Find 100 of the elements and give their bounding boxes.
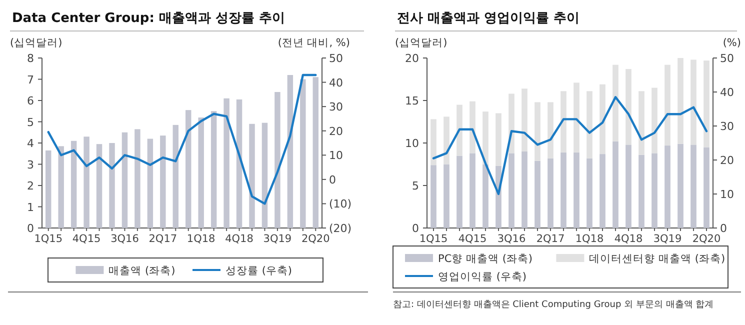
bar bbox=[534, 102, 540, 161]
y-tick-label: 4 bbox=[27, 137, 34, 150]
bar bbox=[678, 144, 684, 228]
x-tick-label: 4Q15 bbox=[458, 233, 487, 245]
bar bbox=[496, 113, 502, 166]
y2-tick-label: 30 bbox=[329, 100, 343, 114]
bar bbox=[210, 111, 217, 228]
y2-axis-title: (%) bbox=[722, 37, 741, 49]
bar bbox=[456, 156, 462, 228]
bar bbox=[548, 158, 554, 228]
bar bbox=[134, 129, 140, 228]
bar bbox=[508, 153, 514, 228]
y-tick-label: 2 bbox=[27, 180, 34, 192]
line-series bbox=[432, 96, 708, 196]
bar bbox=[482, 164, 488, 228]
bar bbox=[430, 165, 436, 228]
y2-tick-label: 10 bbox=[720, 188, 734, 201]
y-axis-title: (십억달러) bbox=[10, 37, 62, 49]
x-tick-label: 2Q17 bbox=[536, 233, 565, 245]
bar bbox=[236, 99, 242, 228]
y-tick-label: 20 bbox=[405, 52, 419, 65]
x-tick-label: 4Q18 bbox=[614, 233, 643, 245]
bar bbox=[586, 91, 592, 158]
bar bbox=[312, 77, 318, 228]
bar bbox=[482, 112, 488, 164]
bar bbox=[690, 144, 696, 228]
bar bbox=[444, 116, 450, 164]
y2-tick-label: 20 bbox=[720, 154, 734, 167]
bar bbox=[638, 154, 644, 228]
x-tick-label: 1Q15 bbox=[34, 233, 63, 245]
y2-tick-label: 10 bbox=[329, 149, 343, 162]
bar bbox=[626, 69, 632, 145]
bar bbox=[612, 141, 618, 228]
y-tick-label: 3 bbox=[27, 158, 34, 172]
line-series bbox=[47, 74, 317, 205]
bar bbox=[160, 136, 166, 228]
y2-tick-label: 20 bbox=[329, 124, 343, 138]
legend-label: 데이터센터향 매출액 (좌축) bbox=[589, 253, 726, 265]
bar bbox=[638, 91, 644, 155]
bar bbox=[456, 104, 462, 156]
text: 참고: 데이터센터향 매출액은 Client Computing Group 외 부문의 매출액 합계 bbox=[393, 300, 714, 310]
bar bbox=[444, 164, 450, 228]
bar bbox=[574, 82, 580, 152]
bar bbox=[70, 140, 77, 228]
bar bbox=[548, 102, 554, 158]
x-tick-label: 2Q17 bbox=[148, 233, 178, 245]
bar bbox=[300, 79, 306, 228]
y2-tick-label: (10) bbox=[329, 198, 352, 211]
y2-axis-title: (전년 대비, %) bbox=[278, 37, 350, 49]
bar bbox=[287, 75, 294, 228]
bar bbox=[678, 58, 684, 144]
bar bbox=[470, 101, 476, 154]
y2-tick-label: 50 bbox=[720, 52, 734, 65]
bar bbox=[534, 160, 540, 228]
bar bbox=[626, 144, 632, 228]
y-tick-label: 5 bbox=[412, 180, 419, 192]
x-tick-label: 3Q16 bbox=[110, 233, 140, 245]
bar bbox=[600, 84, 606, 154]
y2-tick-label: 50 bbox=[329, 52, 343, 65]
bar bbox=[249, 124, 255, 228]
x-tick-label: 3Q19 bbox=[653, 233, 682, 245]
y-tick-label: 0 bbox=[27, 222, 34, 235]
y2-tick-label: 0 bbox=[329, 173, 336, 186]
legend-label: 영업이익률 (우축) bbox=[438, 271, 527, 283]
chart-title: Data Center Group: 매출액과 성장률 추이 bbox=[12, 11, 286, 26]
y-tick-label: 5 bbox=[27, 116, 34, 129]
x-tick-label: 1Q15 bbox=[419, 233, 448, 245]
y-tick-label: 1 bbox=[27, 200, 34, 214]
bar bbox=[586, 158, 592, 228]
x-tick-label: 3Q19 bbox=[263, 233, 292, 245]
y-tick-label: 6 bbox=[27, 94, 34, 108]
legend-label: 성장률 (우축) bbox=[226, 265, 292, 277]
x-tick-label: 2Q20 bbox=[301, 233, 330, 245]
bar bbox=[109, 143, 115, 228]
bar bbox=[652, 153, 658, 228]
y-axis-title: (십억달러) bbox=[395, 37, 448, 49]
x-tick-label: 2Q20 bbox=[692, 233, 721, 245]
x-tick-label: 1Q18 bbox=[186, 233, 216, 245]
y2-tick-label: 40 bbox=[329, 76, 343, 90]
chart-title: 전사 매출액과 영업이익률 추이 bbox=[397, 11, 580, 26]
bar bbox=[470, 153, 476, 228]
bar bbox=[84, 136, 90, 228]
y2-tick-label: 0 bbox=[720, 222, 727, 235]
bar bbox=[224, 98, 230, 228]
bar bbox=[652, 88, 658, 154]
y-tick-label: 10 bbox=[405, 137, 419, 150]
bar bbox=[664, 64, 670, 146]
bar bbox=[274, 92, 280, 228]
x-tick-label: 4Q15 bbox=[72, 233, 101, 245]
bar bbox=[664, 146, 670, 228]
bar bbox=[147, 138, 154, 228]
x-tick-label: 4Q18 bbox=[225, 233, 254, 245]
y2-tick-label: (20) bbox=[329, 222, 352, 235]
y-tick-label: 7 bbox=[27, 73, 34, 86]
bar bbox=[704, 60, 710, 148]
bar bbox=[430, 119, 436, 166]
bar bbox=[690, 60, 696, 145]
bar bbox=[574, 152, 580, 228]
y-tick-label: 0 bbox=[412, 222, 419, 235]
legend-label: 매출액 (좌축) bbox=[108, 265, 176, 277]
